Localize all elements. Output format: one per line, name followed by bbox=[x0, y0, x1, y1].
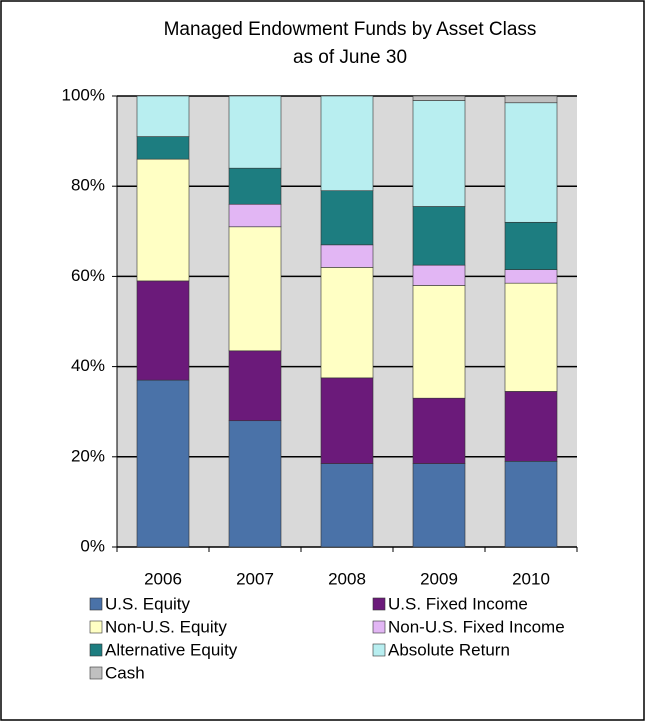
x-tick-label: 2006 bbox=[144, 569, 182, 588]
bar-segment bbox=[228, 226, 282, 352]
legend-label: Alternative Equity bbox=[105, 640, 238, 659]
bar-segment bbox=[504, 391, 558, 462]
legend-label: Absolute Return bbox=[388, 640, 510, 659]
x-tick-label: 2008 bbox=[328, 569, 366, 588]
bar-segment bbox=[136, 136, 190, 160]
bar-segment bbox=[228, 350, 282, 422]
bar-segment bbox=[412, 206, 466, 266]
y-tick-label: 0% bbox=[80, 536, 105, 555]
bar-segment bbox=[504, 102, 558, 223]
bar-segment bbox=[504, 461, 558, 548]
chart-title: Managed Endowment Funds by Asset Class bbox=[164, 19, 537, 40]
bar-segment bbox=[504, 221, 558, 270]
bar-segment bbox=[504, 95, 558, 104]
x-tick-label: 2009 bbox=[420, 569, 458, 588]
legend-label: U.S. Equity bbox=[105, 594, 191, 613]
legend-label: Non-U.S. Equity bbox=[105, 617, 227, 636]
bar-segment bbox=[412, 100, 466, 207]
bar-segment bbox=[136, 95, 190, 137]
chart-subtitle: as of June 30 bbox=[293, 47, 407, 68]
bar-segment bbox=[320, 244, 374, 268]
bar-segment bbox=[320, 267, 374, 379]
y-tick-label: 20% bbox=[71, 446, 105, 465]
bar-segment bbox=[412, 95, 466, 101]
legend-label: U.S. Fixed Income bbox=[388, 594, 528, 613]
x-tick-label: 2007 bbox=[236, 569, 274, 588]
bar-segment bbox=[228, 95, 282, 169]
bar-segment bbox=[504, 269, 558, 284]
legend-label: Cash bbox=[105, 663, 145, 682]
bar-segment bbox=[320, 463, 374, 548]
y-tick-label: 40% bbox=[71, 356, 105, 375]
bar-segment bbox=[228, 420, 282, 548]
y-tick-label: 60% bbox=[71, 266, 105, 285]
bar-segment bbox=[320, 377, 374, 464]
bar-segment bbox=[136, 379, 190, 548]
bar-segment bbox=[412, 285, 466, 399]
bar-segment bbox=[320, 95, 374, 192]
bar-segment bbox=[228, 203, 282, 228]
legend-swatch bbox=[89, 597, 103, 611]
bar-segment bbox=[412, 463, 466, 548]
y-tick-label: 100% bbox=[62, 85, 105, 104]
bar-segment bbox=[228, 167, 282, 205]
bar-segment bbox=[412, 264, 466, 286]
legend-swatch bbox=[372, 597, 386, 611]
y-tick-label: 80% bbox=[71, 176, 105, 195]
x-tick-label: 2010 bbox=[512, 569, 550, 588]
bar-segment bbox=[320, 190, 374, 246]
legend-swatch bbox=[89, 620, 103, 634]
legend-swatch bbox=[89, 643, 103, 657]
bar-segment bbox=[136, 158, 190, 282]
legend-swatch bbox=[89, 666, 103, 680]
bar-segment bbox=[412, 397, 466, 464]
legend-label: Non-U.S. Fixed Income bbox=[388, 617, 565, 636]
bar-segment bbox=[504, 282, 558, 392]
legend-swatch bbox=[372, 620, 386, 634]
legend-swatch bbox=[372, 643, 386, 657]
bar-segment bbox=[136, 280, 190, 381]
